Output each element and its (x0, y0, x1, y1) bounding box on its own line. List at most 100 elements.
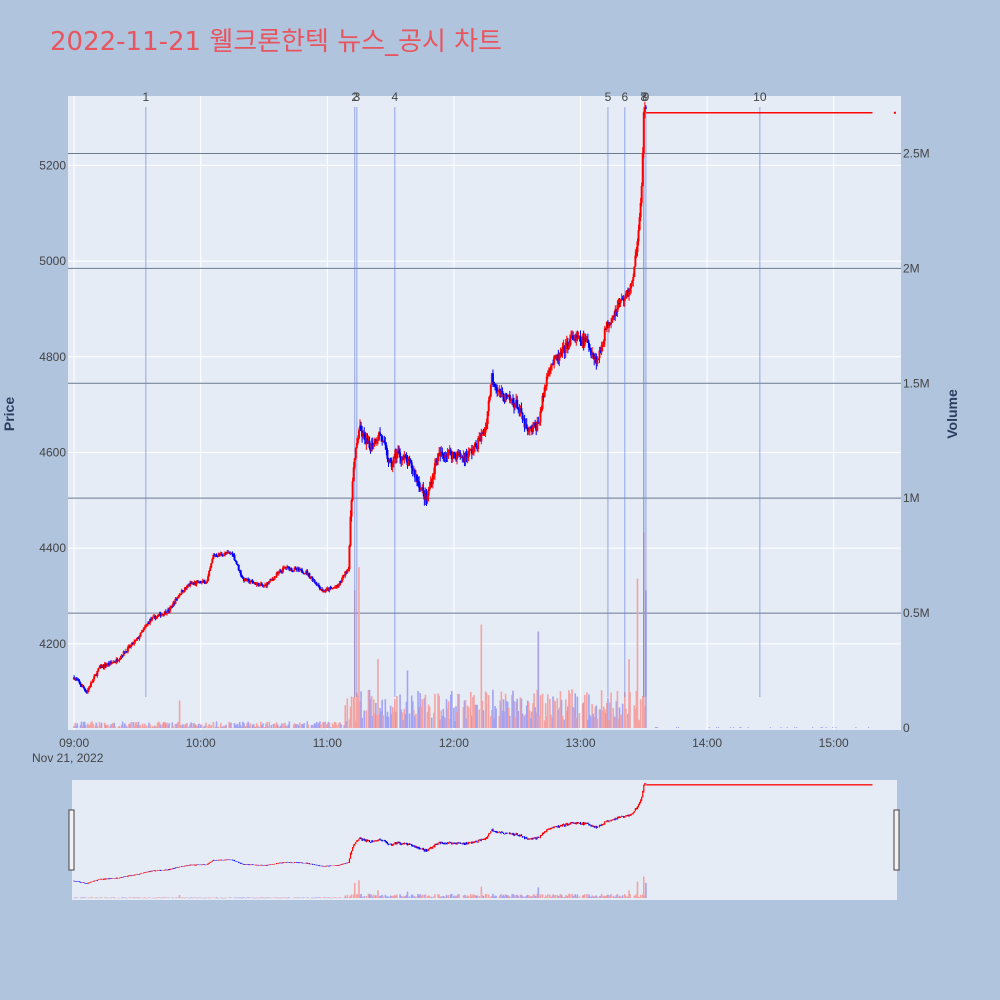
volume-bar (373, 713, 376, 728)
candle-body (619, 300, 622, 304)
candle-body (609, 324, 612, 326)
mini-volume-bar (126, 897, 128, 899)
mini-volume-bar (99, 897, 102, 899)
candle-body (599, 350, 602, 352)
mini-volume-bar (515, 895, 517, 898)
volume-bar (513, 700, 515, 728)
mini-volume-bar (96, 897, 99, 899)
volume-bar (133, 725, 136, 728)
candle-body (225, 552, 228, 554)
candle-body (203, 581, 206, 584)
candle-body (126, 647, 129, 652)
volume-bar (615, 701, 618, 728)
volume-bar (350, 696, 353, 728)
volume-bar (536, 689, 539, 728)
volume-bar (443, 717, 446, 728)
candle-body (189, 582, 192, 586)
flat-price-mark (787, 112, 790, 114)
mini-volume-bar (251, 897, 254, 899)
candle-body (562, 345, 565, 347)
mini-flat-mark (739, 784, 741, 786)
mini-volume-bar (358, 880, 360, 898)
volume-bar (572, 707, 574, 728)
flat-price-mark (811, 112, 814, 114)
candle-body (545, 376, 548, 387)
candle-body (442, 454, 445, 456)
volume-bar (581, 703, 584, 728)
plot-area[interactable] (68, 96, 901, 730)
candle-body (394, 454, 397, 459)
candle-body (485, 424, 488, 429)
mini-volume-bar (73, 897, 75, 899)
candle-body (170, 606, 173, 608)
candle-body (275, 573, 278, 577)
mini-flat-mark (654, 784, 657, 786)
candle-body (519, 408, 522, 411)
mini-volume-bar (467, 895, 470, 898)
candle-body (383, 440, 386, 443)
mini-volume-bar (430, 896, 433, 898)
candle-body (638, 217, 641, 231)
flat-price-mark (753, 112, 756, 114)
candle-body (427, 489, 430, 496)
candle-body (287, 566, 290, 568)
candle-body (201, 580, 204, 582)
mini-flat-mark (849, 784, 852, 786)
volume-bar (559, 691, 562, 728)
volume-bar (420, 706, 423, 728)
candle-body (163, 611, 166, 615)
candle-body (302, 572, 305, 574)
mini-flat-mark (818, 784, 820, 786)
mini-flat-mark (814, 784, 817, 786)
mini-volume-bar (94, 897, 97, 899)
mini-volume-bar (536, 893, 539, 898)
mini-volume-bar (469, 894, 472, 898)
flat-price-mark (677, 112, 680, 114)
flat-price-mark (859, 112, 861, 114)
mini-volume-bar (287, 897, 290, 899)
mini-volume-bar (268, 897, 271, 898)
mini-volume-bar (248, 897, 251, 899)
mini-volume-bar (160, 897, 163, 899)
candle-body (164, 611, 167, 614)
volume-bar (210, 724, 213, 728)
mini-flat-mark (661, 784, 664, 786)
mini-volume-bar (418, 895, 420, 898)
candle-body (268, 581, 271, 584)
mini-flat-mark (671, 784, 674, 786)
mini-volume-bar (194, 897, 197, 899)
date-label: Nov 21, 2022 (32, 751, 104, 765)
volume-bar (628, 659, 630, 728)
volume-bar (404, 713, 407, 728)
mini-flat-mark (803, 784, 805, 786)
volume-bar (380, 711, 382, 728)
mini-flat-mark (714, 784, 717, 786)
mini-volume-bar (159, 897, 162, 899)
mini-volume-bar (415, 896, 417, 898)
volume-bar (594, 706, 597, 728)
volume-bar (107, 724, 109, 728)
candle-body (326, 588, 329, 590)
mini-volume-bar (404, 896, 407, 898)
mini-flat-mark (762, 784, 764, 786)
candle-body (240, 575, 243, 578)
volume-bar (447, 701, 450, 728)
range-slider[interactable] (72, 780, 897, 900)
volume-bar (241, 727, 243, 728)
mini-volume-bar (153, 897, 156, 899)
mini-volume-bar (241, 897, 243, 899)
volume-bar (381, 699, 383, 728)
candle-body (561, 346, 564, 354)
range-slider-left-handle[interactable] (68, 809, 75, 871)
candle-body (593, 353, 596, 360)
volume-bar (391, 707, 394, 728)
candle-body (226, 552, 229, 554)
range-slider-right-handle[interactable] (893, 809, 900, 871)
candle-body (392, 456, 395, 464)
mini-flat-mark (702, 784, 704, 786)
mini-volume-bar (375, 895, 377, 898)
flat-price-mark (801, 112, 803, 114)
mini-flat-mark (753, 784, 756, 786)
mini-volume-bar (621, 895, 624, 898)
flat-price-mark (692, 112, 695, 114)
